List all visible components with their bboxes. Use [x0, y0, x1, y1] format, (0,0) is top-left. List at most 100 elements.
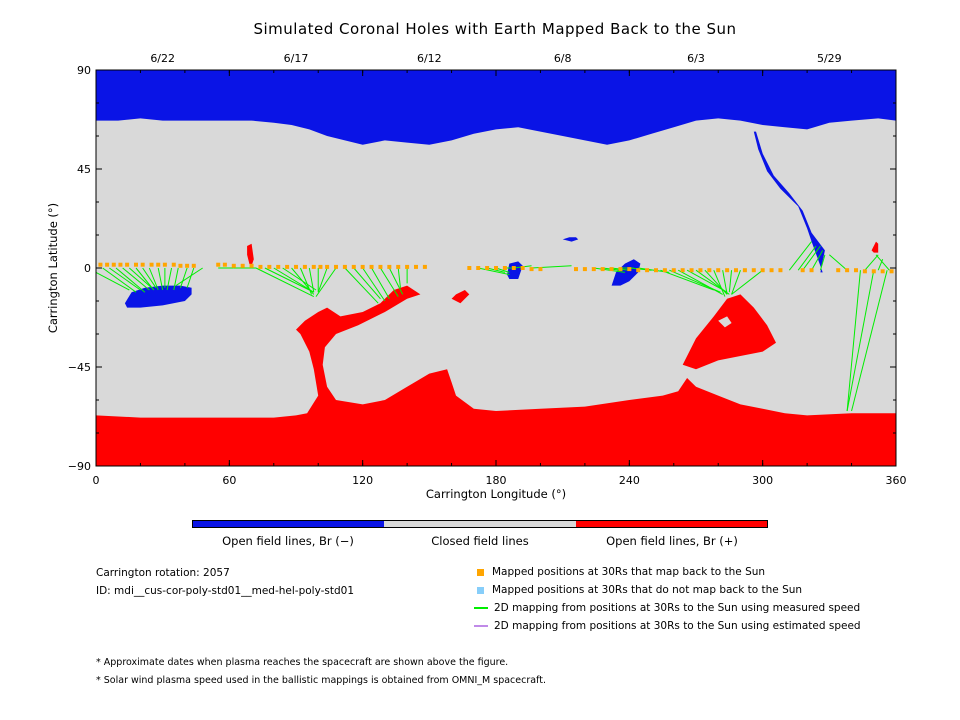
mapped-point	[845, 268, 850, 273]
mapped-point	[222, 262, 227, 267]
mapping-line	[122, 267, 150, 291]
mapped-point	[216, 262, 221, 267]
mapping-line	[299, 267, 313, 295]
mapped-point	[325, 264, 330, 269]
mapped-point	[725, 268, 730, 273]
mapped-point	[854, 268, 858, 273]
region-open-positive-9	[247, 243, 254, 266]
mapped-point	[422, 264, 427, 269]
mapping-line	[851, 270, 888, 412]
mapped-point	[360, 264, 365, 269]
model-id: ID: mdi__cus-cor-poly-std01__med-hel-pol…	[96, 585, 355, 597]
mapped-point	[707, 268, 712, 273]
x-tick-label: 360	[886, 474, 907, 487]
mapping-line	[255, 267, 314, 298]
mapped-point	[118, 262, 123, 267]
mapping-line	[864, 254, 879, 271]
mapped-point	[680, 268, 685, 273]
mapped-point	[662, 268, 667, 273]
region-closed-hole-0	[718, 316, 732, 328]
mapping-line	[811, 250, 824, 271]
mapping-line	[660, 269, 714, 291]
mapping-line	[846, 270, 875, 412]
mapped-point	[249, 263, 254, 268]
colorbar-label-negative: Open field lines, Br (−)	[222, 534, 354, 548]
mapping-line	[531, 265, 572, 269]
top-date-label: 5/29	[817, 52, 842, 65]
mapped-point	[689, 268, 694, 273]
mapped-point	[627, 267, 632, 272]
mapped-point	[171, 262, 176, 267]
mapping-line	[388, 267, 404, 295]
mapped-point	[162, 262, 167, 267]
mapping-line	[819, 254, 826, 271]
mapped-point	[111, 262, 116, 267]
mapping-line	[344, 267, 379, 304]
mapped-point	[267, 264, 272, 269]
mapping-line	[846, 270, 861, 412]
mapping-line	[175, 267, 203, 287]
x-tick-label: 120	[352, 474, 373, 487]
mapped-point	[351, 264, 356, 269]
mapping-line	[397, 267, 401, 288]
mapping-line	[102, 267, 137, 293]
mapped-point	[520, 266, 525, 270]
mapped-point	[105, 262, 110, 267]
mapped-point	[285, 264, 290, 269]
mapped-point	[276, 264, 281, 269]
region-open-negative-3	[507, 261, 523, 279]
mapped-point	[716, 268, 721, 273]
colorbar-label-positive: Open field lines, Br (+)	[606, 534, 738, 548]
mapped-point	[185, 263, 190, 268]
mapping-line	[486, 267, 506, 273]
mapped-point	[502, 266, 507, 270]
note-speed-source: * Solar wind plasma speed used in the ba…	[96, 675, 546, 686]
mapping-line	[95, 271, 130, 291]
mapping-line	[353, 267, 381, 300]
mapping-line	[797, 245, 817, 271]
top-date-label: 6/3	[687, 52, 705, 65]
x-tick-label: 0	[93, 474, 100, 487]
mapping-line	[677, 269, 723, 295]
legend-not-mapped-label: Mapped positions at 30Rs that do not map…	[492, 584, 803, 596]
region-open-negative-4	[611, 259, 641, 286]
region-open-positive-7	[682, 294, 776, 370]
mapping-line	[317, 267, 328, 293]
mapping-line	[179, 267, 188, 288]
mapping-line	[713, 270, 726, 297]
mapping-line	[109, 267, 141, 291]
mapped-point	[636, 268, 641, 273]
colorbar-closed	[384, 521, 576, 527]
mapped-point	[311, 264, 316, 269]
mapped-point	[742, 268, 747, 273]
mapped-point	[378, 264, 383, 269]
y-tick-label: −45	[68, 361, 91, 374]
mapping-line	[135, 267, 155, 291]
mapped-point	[467, 266, 472, 270]
mapping-line	[186, 267, 195, 288]
region-open-negative-5	[562, 237, 579, 242]
mapped-point	[880, 269, 885, 274]
mapping-line	[704, 269, 728, 295]
legend-not-mapped-swatch	[477, 586, 484, 594]
region-open-negative-0	[96, 70, 896, 145]
mapped-point	[125, 262, 130, 267]
mapped-point	[387, 264, 392, 269]
mapping-line	[380, 267, 399, 297]
mapped-point	[396, 264, 401, 269]
mapped-point	[760, 268, 765, 273]
mapping-line	[495, 267, 510, 273]
mapped-point	[98, 262, 103, 267]
carrington-rotation: Carrington rotation: 2057	[96, 567, 230, 579]
mapped-point	[318, 264, 323, 269]
legend-estimated-speed: 2D mapping from positions at 30Rs to the…	[474, 620, 861, 632]
mapped-point	[654, 268, 658, 273]
mapping-line	[829, 254, 848, 271]
legend-estimated-label: 2D mapping from positions at 30Rs to the…	[494, 620, 861, 632]
mapped-point	[414, 264, 418, 269]
mapped-point	[538, 267, 543, 272]
legend-estimated-line	[474, 625, 488, 627]
mapped-point	[836, 268, 841, 273]
mapped-point	[140, 262, 145, 267]
